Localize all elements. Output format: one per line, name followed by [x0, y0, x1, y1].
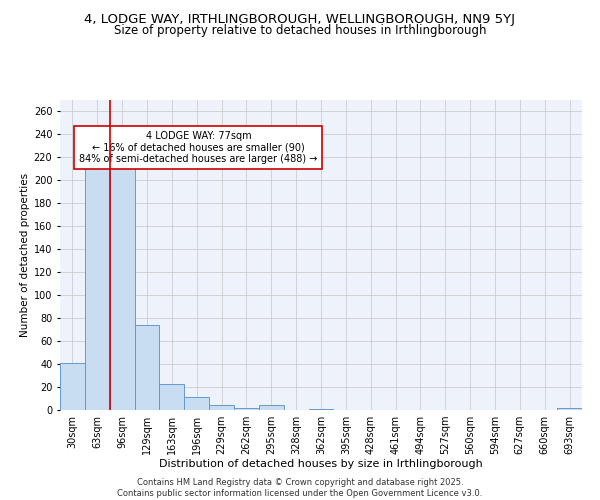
Bar [160, 384, 184, 410]
Text: 4 LODGE WAY: 77sqm
← 16% of detached houses are smaller (90)
84% of semi-detache: 4 LODGE WAY: 77sqm ← 16% of detached hou… [79, 131, 317, 164]
Text: Contains HM Land Registry data © Crown copyright and database right 2025.
Contai: Contains HM Land Registry data © Crown c… [118, 478, 482, 498]
Text: Size of property relative to detached houses in Irthlingborough: Size of property relative to detached ho… [114, 24, 486, 37]
Bar [85, 162, 110, 410]
X-axis label: Distribution of detached houses by size in Irthlingborough: Distribution of detached houses by size … [159, 458, 483, 468]
Text: 4, LODGE WAY, IRTHLINGBOROUGH, WELLINGBOROUGH, NN9 5YJ: 4, LODGE WAY, IRTHLINGBOROUGH, WELLINGBO… [85, 12, 515, 26]
Bar [234, 408, 259, 410]
Y-axis label: Number of detached properties: Number of detached properties [20, 173, 29, 337]
Bar [308, 409, 334, 410]
Bar [259, 406, 284, 410]
Bar [134, 325, 160, 410]
Bar [209, 406, 234, 410]
Bar [110, 168, 134, 410]
Bar [184, 398, 209, 410]
Bar [60, 363, 85, 410]
Bar [557, 408, 582, 410]
